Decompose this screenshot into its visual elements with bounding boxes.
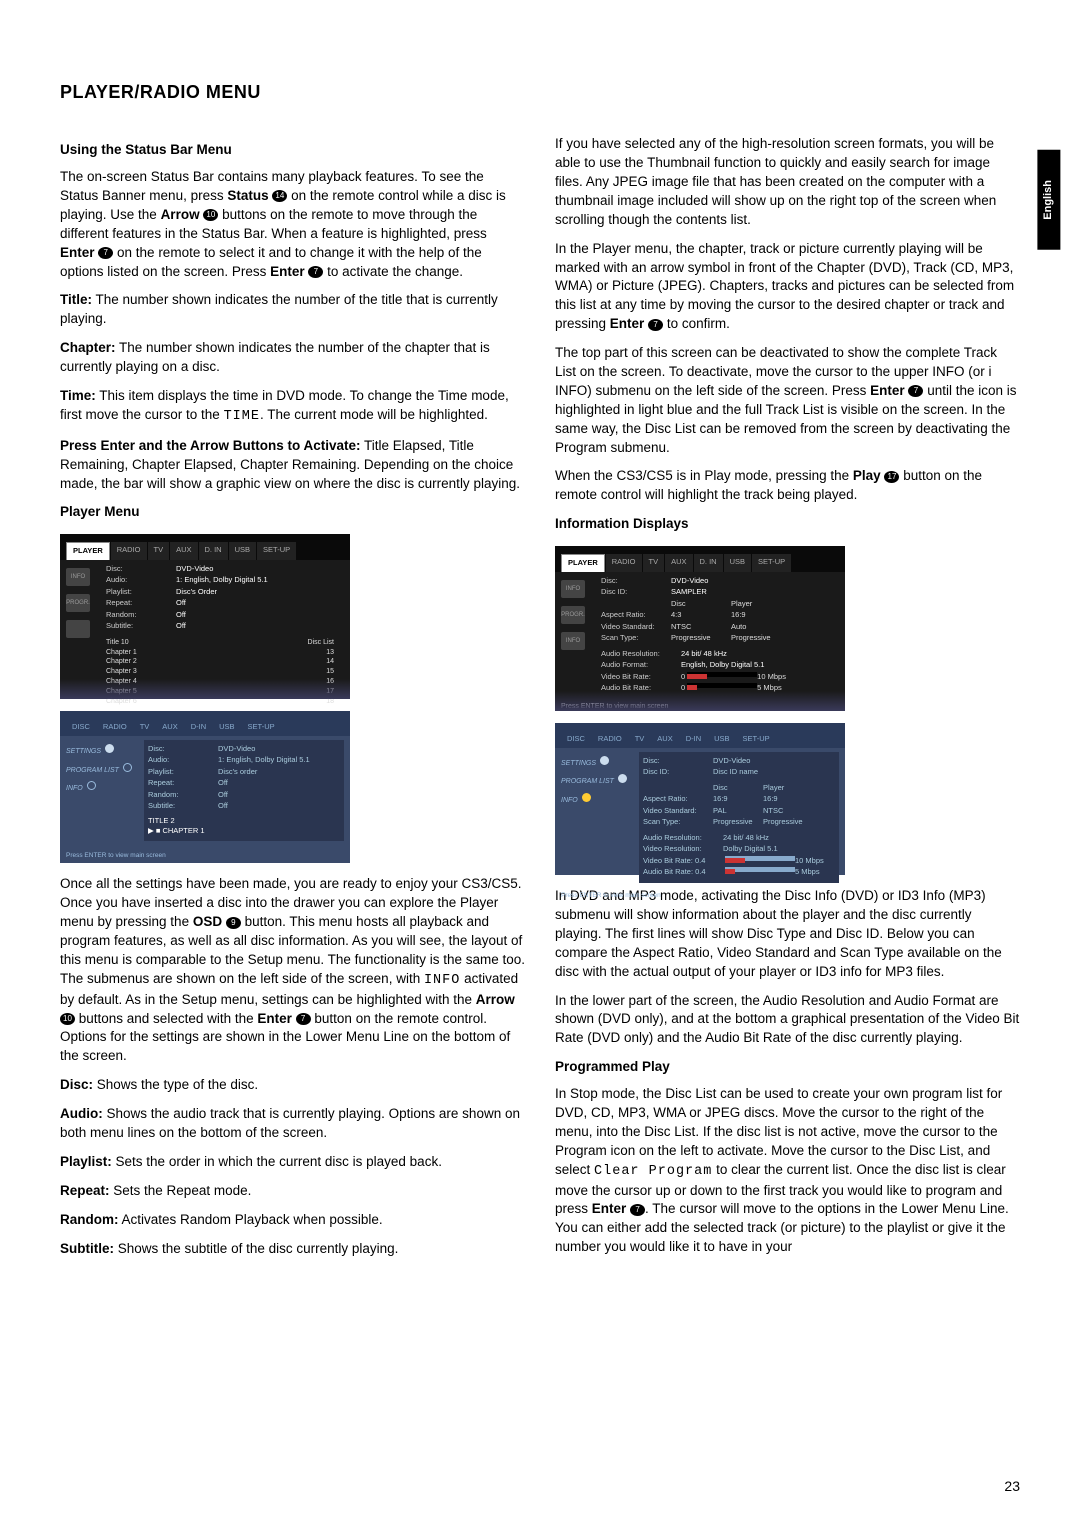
arrow-icon: 10 (203, 209, 218, 221)
tab-din: D. IN (199, 542, 228, 560)
status-bar-heading: Using the Status Bar Menu (60, 141, 525, 160)
tab-aux: AUX (170, 542, 197, 560)
playlist-para: Playlist: Sets the order in which the cu… (60, 1153, 525, 1172)
enter-icon: 7 (296, 1013, 311, 1025)
enter-icon: 7 (630, 1204, 645, 1216)
player-menu-figure-2: DISC RADIO TV AUX D-IN USB SET-UP SETTIN… (60, 711, 350, 863)
left-column: Using the Status Bar Menu The on-screen … (60, 135, 525, 1268)
arrow-icon: 10 (60, 1013, 75, 1025)
play-mode-para: When the CS3/CS5 is in Play mode, pressi… (555, 467, 1020, 505)
enter-icon: 7 (308, 266, 323, 278)
tab-player: PLAYER (66, 542, 110, 560)
chapter-para: Chapter: The number shown indicates the … (60, 339, 525, 377)
player-menu-para: Once all the settings have been made, yo… (60, 875, 525, 1066)
repeat-para: Repeat: Sets the Repeat mode. (60, 1182, 525, 1201)
progr-icon: PROGR. (66, 594, 90, 612)
player-menu-figure-1: PLAYER RADIO TV AUX D. IN USB SET-UP INF… (60, 534, 350, 699)
status-bar-para: The on-screen Status Bar contains many p… (60, 168, 525, 281)
deactivate-para: The top part of this screen can be deact… (555, 344, 1020, 457)
osd-icon: 9 (226, 917, 241, 929)
enter-icon: 7 (648, 319, 663, 331)
figure-sidebar: SETTINGS PROGRAM LIST INFO (66, 740, 144, 841)
right-column: If you have selected any of the high-res… (555, 135, 1020, 1268)
info-figure-2: DISC RADIO TV AUX D-IN USB SET-UP SETTIN… (555, 723, 845, 875)
tab-radio: RADIO (111, 542, 147, 560)
blank-icon (66, 620, 90, 638)
tab-setup: SET-UP (257, 542, 296, 560)
info-icon: INFO (66, 568, 90, 586)
info-figure-1: PLAYER RADIO TV AUX D. IN USB SET-UP INF… (555, 546, 845, 711)
page-number: 23 (1004, 1477, 1020, 1497)
thumbnail-para: If you have selected any of the high-res… (555, 135, 1020, 229)
language-tab: English (1037, 150, 1060, 250)
subtitle-para: Subtitle: Shows the subtitle of the disc… (60, 1240, 525, 1259)
tab-tv: TV (148, 542, 170, 560)
page-title: PLAYER/RADIO MENU (60, 80, 1020, 105)
random-para: Random: Activates Random Playback when p… (60, 1211, 525, 1230)
disc-para: Disc: Shows the type of the disc. (60, 1076, 525, 1095)
title-para: Title: The number shown indicates the nu… (60, 291, 525, 329)
audio-para: Audio: Shows the audio track that is cur… (60, 1105, 525, 1143)
figure-tabs: PLAYER RADIO TV AUX D. IN USB SET-UP (60, 534, 350, 560)
info-displays-para2: In the lower part of the screen, the Aud… (555, 992, 1020, 1049)
enter-icon: 7 (98, 247, 113, 259)
time-para: Time: This item displays the time in DVD… (60, 387, 525, 427)
player-menu-heading: Player Menu (60, 503, 525, 522)
enter-icon: 7 (908, 385, 923, 397)
player-chapter-para: In the Player menu, the chapter, track o… (555, 240, 1020, 334)
activate-para: Press Enter and the Arrow Buttons to Act… (60, 437, 525, 494)
content-columns: Using the Status Bar Menu The on-screen … (60, 135, 1020, 1268)
info-displays-heading: Information Displays (555, 515, 1020, 534)
status-icon: 14 (272, 190, 287, 202)
programmed-play-heading: Programmed Play (555, 1058, 1020, 1077)
programmed-play-para: In Stop mode, the Disc List can be used … (555, 1085, 1020, 1257)
play-icon: 17 (884, 471, 899, 483)
tab-usb: USB (229, 542, 256, 560)
